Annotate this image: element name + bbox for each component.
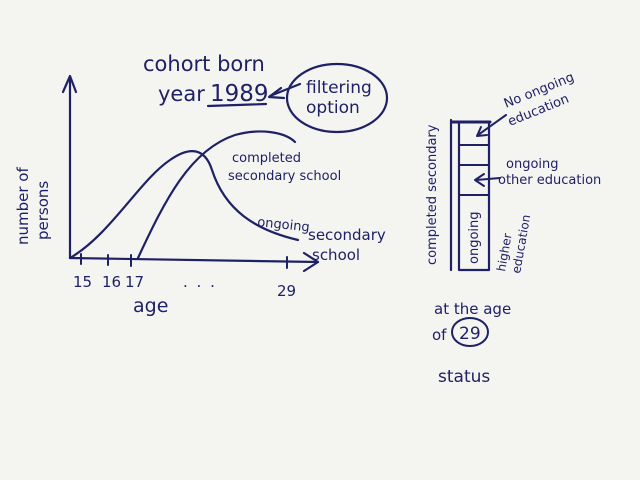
arrow-other xyxy=(475,177,501,181)
y-axis-label-line2: persons xyxy=(34,181,52,240)
filtering-option-bubble[interactable]: filtering option xyxy=(285,62,389,134)
filter-arrowhead xyxy=(267,86,286,100)
seg-higher-line1: higher xyxy=(494,232,514,272)
cohort-title: cohort born xyxy=(143,52,265,76)
caption-age-circle xyxy=(451,317,489,347)
seg-other-line1: ongoing xyxy=(506,157,559,172)
filter-label-line1: filtering xyxy=(306,78,372,98)
curve-completed-secondary xyxy=(136,130,297,260)
caption-status: status xyxy=(438,367,490,387)
label-completed-line2: secondary school xyxy=(228,169,341,184)
tick-label-16: 16 xyxy=(102,273,121,291)
arrow-other-head xyxy=(474,173,485,187)
distribution-graph: 15 16 17 . . . 29 age number of persons … xyxy=(14,74,386,317)
arrow-no-ongoing-head xyxy=(476,126,488,137)
x-axis-arrowhead xyxy=(302,251,320,273)
tick-label-17: 17 xyxy=(125,273,144,291)
cohort-year-prefix: year xyxy=(158,82,205,106)
caption-prefix: of xyxy=(432,326,447,344)
status-bar-chart: completed secondary ongoing No ongoing e… xyxy=(425,70,601,387)
label-ongoing-line2: secondary xyxy=(308,226,386,244)
caption-line1: at the age xyxy=(434,300,511,318)
y-axis-arrowhead xyxy=(61,74,78,94)
filter-label-line2: option xyxy=(306,98,360,118)
cohort-year-value[interactable]: 1989 xyxy=(210,81,269,107)
tick-label-ellipsis: . . . xyxy=(183,273,217,291)
label-ongoing-line3: school xyxy=(312,246,360,264)
year-underline xyxy=(206,102,268,108)
tick-label-29: 29 xyxy=(277,282,296,300)
curve-ongoing-secondary xyxy=(68,150,300,260)
filter-bubble-outline xyxy=(285,62,389,134)
label-ongoing-line1: ongoing xyxy=(257,215,311,235)
filter-arrow xyxy=(268,82,302,98)
arrow-no-ongoing xyxy=(477,114,507,136)
bar-vertical-label: completed secondary xyxy=(425,124,440,265)
x-axis-label: age xyxy=(133,295,168,317)
tick-label-15: 15 xyxy=(73,273,92,291)
caption-age[interactable]: 29 xyxy=(459,324,481,344)
x-axis xyxy=(68,256,320,264)
label-completed-line1: completed xyxy=(232,151,301,166)
cohort-header: cohort born year 1989 xyxy=(143,52,302,108)
y-axis-label-line1: number of xyxy=(14,167,32,245)
seg-other-line2: other education xyxy=(498,173,601,188)
seg-ongoing-label: ongoing xyxy=(467,211,482,264)
